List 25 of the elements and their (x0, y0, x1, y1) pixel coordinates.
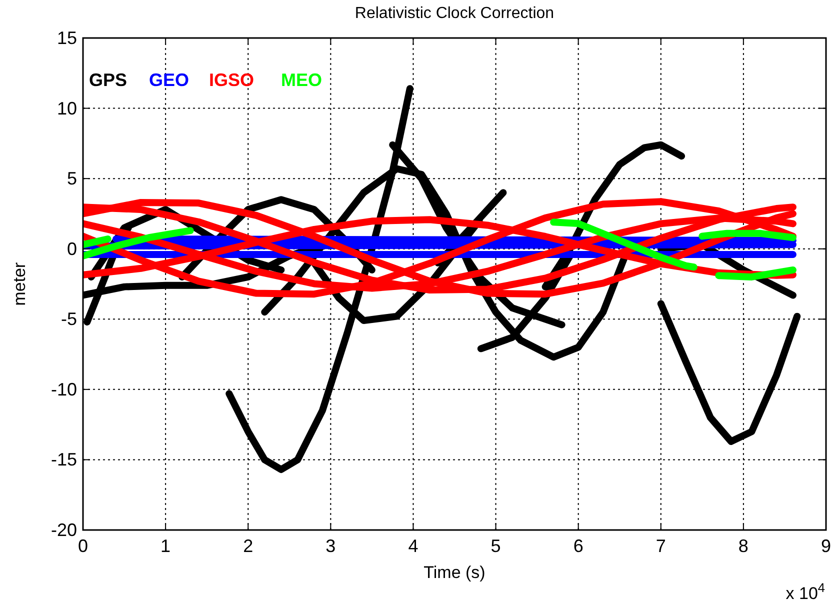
y-tick-label: -20 (50, 520, 77, 540)
x-tick-label: 1 (160, 536, 171, 556)
x-tick-label: 8 (738, 536, 748, 556)
y-tick-label: 10 (56, 98, 77, 118)
y-tick-label: 5 (66, 168, 77, 189)
y-axis-title: meter (10, 262, 29, 306)
text: x 10$^{4}$ (786, 580, 825, 603)
x-tick-label: 9 (820, 536, 831, 556)
chart-title: Relativistic Clock Correction (354, 5, 554, 22)
x-axis-title: Time (s) (424, 563, 486, 582)
y-tick-label: 15 (56, 28, 77, 48)
x-tick-label: 3 (326, 536, 336, 556)
text: IGSO (209, 70, 254, 90)
x-tick-label: 7 (656, 536, 666, 556)
y-tick-label: 0 (66, 238, 77, 259)
y-tick-label: -10 (50, 379, 77, 400)
x-tick-label: 2 (243, 536, 254, 556)
x-tick-label: 6 (573, 536, 584, 556)
x-tick-label: 4 (408, 536, 418, 556)
text: GPS (89, 70, 128, 90)
y-tick-label: -15 (50, 450, 77, 470)
y-tick-label: -5 (60, 309, 77, 330)
x-tick-label: 5 (490, 536, 501, 556)
text: GEO (149, 70, 190, 90)
text: MEO (281, 70, 322, 90)
